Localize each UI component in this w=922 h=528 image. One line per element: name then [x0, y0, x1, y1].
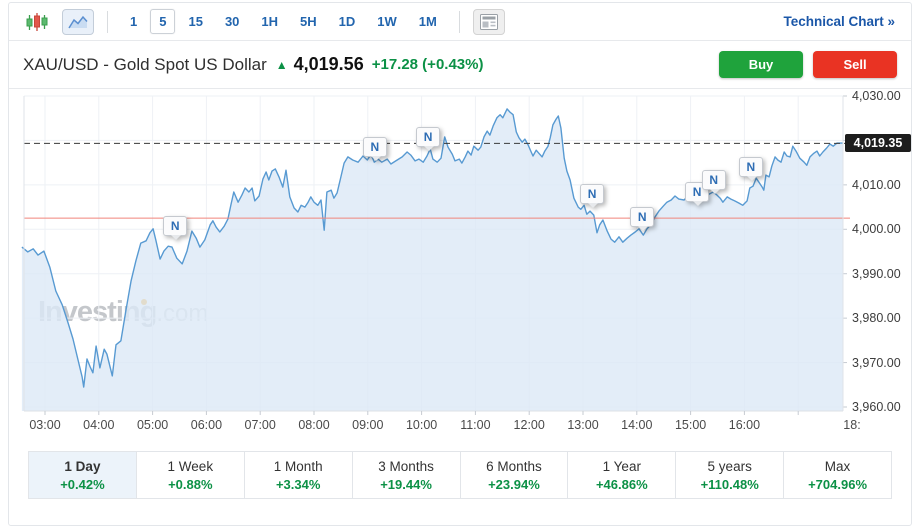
x-axis-label: 13:00	[567, 418, 599, 432]
last-price: 4,019.56	[293, 54, 364, 74]
y-axis-label: 3,980.00	[852, 311, 901, 326]
range-tab-label: 3 Months	[378, 458, 434, 474]
news-layout-icon	[479, 13, 498, 30]
news-marker[interactable]: N	[416, 126, 441, 151]
y-axis-label: 3,960.00	[852, 400, 901, 414]
chart-toolbar: 1 5 15 30 1H 5H 1D 1W 1M Technical Chart »	[9, 3, 911, 41]
range-tab-6-months[interactable]: 6 Months +23.94%	[460, 452, 569, 498]
x-axis-label: 10:00	[405, 418, 438, 432]
news-marker[interactable]: N	[630, 206, 655, 231]
range-tab-label: 1 Day	[64, 458, 101, 474]
y-axis-label: 4,010.00	[852, 177, 901, 192]
range-tab-1-week[interactable]: 1 Week +0.88%	[136, 452, 245, 498]
interval-button-group: 1 5 15 30 1H 5H 1D 1W 1M	[121, 9, 446, 34]
x-axis-label: 06:00	[190, 418, 223, 432]
range-tab-label: 1 Month	[273, 458, 323, 474]
x-axis-label: 11:00	[460, 418, 491, 432]
range-tab-change: +110.48%	[700, 476, 759, 492]
candlestick-chart-button[interactable]	[21, 9, 53, 35]
y-axis-label: 4,030.00	[852, 89, 901, 103]
instrument-header: XAU/USD - Gold Spot US Dollar ▲ 4,019.56…	[9, 41, 911, 89]
x-axis-label: 05:00	[136, 418, 169, 432]
toolbar-divider	[458, 10, 460, 33]
interval-1h[interactable]: 1H	[252, 9, 287, 34]
x-axis-label: 16:00	[728, 418, 761, 432]
interval-1[interactable]: 1	[121, 9, 146, 34]
range-tab-3-months[interactable]: 3 Months +19.44%	[352, 452, 461, 498]
range-tab-bar: 1 Day +0.42% 1 Week +0.88% 1 Month +3.34% 3 Mo…	[28, 451, 892, 499]
y-axis-label: 3,990.00	[852, 266, 901, 281]
price-chart[interactable]: Investing.com 4,030.004,010.004,000.003,…	[9, 89, 911, 445]
y-axis-label: 3,970.00	[852, 355, 901, 370]
x-axis-label: 08:00	[298, 418, 330, 432]
toolbar-divider	[107, 10, 108, 33]
buy-button[interactable]: Buy	[719, 51, 803, 78]
news-marker[interactable]: N	[580, 183, 605, 208]
range-tab-label: 6 Months	[486, 458, 542, 474]
x-axis-label: 03:00	[29, 418, 61, 432]
interval-1d[interactable]: 1D	[330, 9, 365, 34]
range-tab-change: +0.42%	[60, 476, 105, 492]
area-chart-button[interactable]	[62, 8, 94, 35]
x-axis-label: 04:00	[83, 418, 115, 432]
x-axis-label: 12:00	[513, 418, 545, 432]
y-axis-label: 4,000.00	[852, 222, 901, 237]
interval-5[interactable]: 5	[150, 9, 176, 34]
range-tab-label: 1 Year	[602, 458, 641, 474]
range-tab-label: Max	[824, 458, 851, 474]
x-axis-label: 09:00	[352, 418, 384, 432]
news-marker[interactable]: N	[738, 157, 763, 182]
price-line	[21, 108, 843, 388]
news-marker[interactable]: N	[163, 216, 188, 241]
news-layout-button[interactable]	[472, 8, 505, 35]
interval-1w[interactable]: 1W	[368, 9, 406, 34]
area-chart-icon	[68, 15, 88, 29]
current-price-tag: 4,019.35	[845, 134, 911, 153]
news-marker[interactable]: N	[362, 137, 387, 162]
x-axis-label: 18:	[843, 418, 861, 432]
price-up-arrow-icon: ▲	[275, 57, 288, 72]
price-area-fill	[21, 108, 843, 412]
interval-5h[interactable]: 5H	[291, 9, 326, 34]
range-tab-label: 5 years	[707, 458, 752, 474]
interval-1m[interactable]: 1M	[410, 9, 446, 34]
range-tab-1-day[interactable]: 1 Day +0.42%	[29, 452, 137, 498]
range-tab-change: +23.94%	[488, 476, 540, 492]
instrument-title: XAU/USD - Gold Spot US Dollar	[23, 54, 267, 74]
chart-plot-svg[interactable]	[9, 89, 912, 445]
range-tab-max[interactable]: Max +704.96%	[784, 452, 891, 498]
range-tab-change: +704.96%	[808, 476, 868, 492]
interval-30[interactable]: 30	[216, 9, 248, 34]
sell-button[interactable]: Sell	[813, 51, 897, 78]
range-tab-change: +46.86%	[595, 476, 648, 492]
news-marker[interactable]: N	[701, 169, 726, 194]
range-tab-change: +3.34%	[275, 476, 321, 492]
x-axis-label: 14:00	[621, 418, 653, 432]
price-change: +17.28 (+0.43%)	[371, 56, 484, 73]
candlestick-icon	[26, 12, 48, 31]
range-tab-change: +0.88%	[168, 476, 213, 492]
range-tab-label: 1 Week	[167, 458, 214, 474]
range-tab-change: +19.44%	[380, 476, 432, 492]
chart-widget: 1 5 15 30 1H 5H 1D 1W 1M Technical Chart » XAU/U…	[8, 2, 912, 526]
range-tab-1-month[interactable]: 1 Month +3.34%	[244, 452, 353, 498]
x-axis-label: 07:00	[244, 418, 276, 432]
range-tab-5-years[interactable]: 5 years +110.48%	[676, 452, 785, 498]
x-axis-label: 15:00	[674, 418, 707, 432]
interval-15[interactable]: 15	[179, 9, 211, 34]
technical-chart-link[interactable]: Technical Chart »	[783, 14, 895, 29]
range-tab-1-year[interactable]: 1 Year +46.86%	[568, 452, 677, 498]
